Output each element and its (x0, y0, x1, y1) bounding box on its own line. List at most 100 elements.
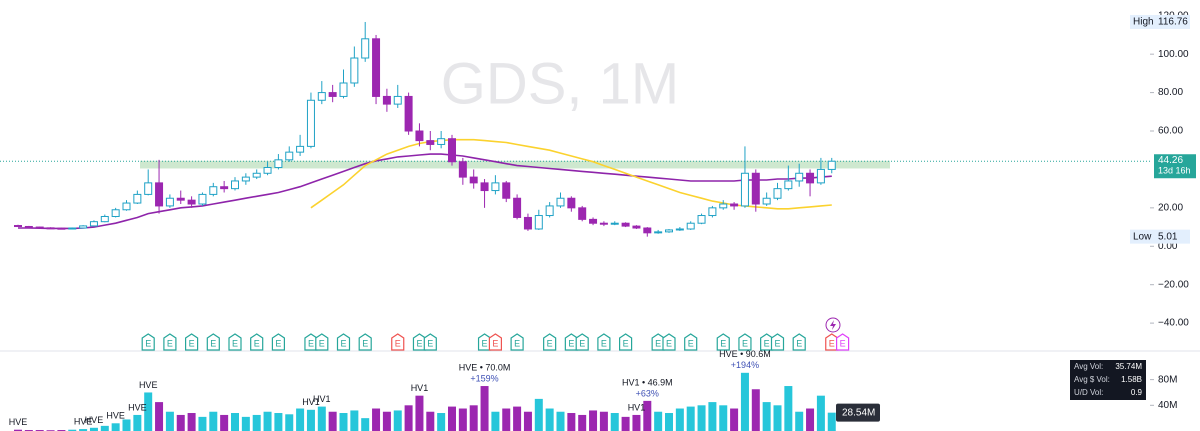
volume-bar (469, 405, 478, 431)
high-label-box (1130, 14, 1190, 29)
volume-bar (719, 405, 728, 431)
last-volume-box (836, 403, 880, 422)
candle-body (784, 180, 793, 190)
earnings-label: E (568, 338, 574, 348)
earnings-badge (662, 333, 676, 351)
stats-value: 1.58B (1121, 375, 1142, 384)
volume-annotation: HV1 (411, 383, 429, 393)
volume-bar (122, 419, 131, 431)
candle-body (198, 193, 207, 205)
candle-body (404, 95, 413, 132)
volume-bar (567, 413, 576, 431)
earnings-label: E (547, 338, 553, 348)
earnings-label: E (167, 338, 173, 348)
volume-bar (89, 427, 98, 431)
volume-bar (773, 405, 782, 431)
candle-body (35, 226, 44, 229)
candle-body (719, 203, 728, 209)
volume-bar (827, 412, 836, 431)
earnings-badge (510, 333, 524, 351)
earnings-badge (250, 333, 264, 351)
volume-annotation: HVE (139, 380, 158, 390)
volume-bar (404, 405, 413, 431)
earnings-label: E (395, 338, 401, 348)
earnings-badge (228, 333, 242, 351)
earnings-badge (836, 333, 850, 351)
volume-bar (155, 402, 164, 431)
earnings-label: E (340, 338, 346, 348)
volume-annotation-change: +159% (470, 373, 498, 383)
candle-body (296, 145, 305, 153)
volume-bar (361, 418, 370, 431)
candle-body (621, 222, 630, 227)
volume-bar (523, 411, 532, 431)
volume-bar (654, 411, 663, 431)
candle-body (155, 182, 164, 207)
candle-body (220, 186, 229, 190)
candle-body (762, 197, 771, 205)
volume-bar (762, 402, 771, 431)
stats-value: 0.9 (1131, 388, 1143, 397)
earnings-badge (619, 333, 633, 351)
earnings-label: E (482, 338, 488, 348)
candle-body (795, 172, 804, 182)
volume-annotation-change: +194% (731, 360, 759, 370)
volume-bar (730, 408, 739, 431)
candle-body (122, 202, 131, 211)
volume-bar (675, 408, 684, 431)
candle-body (111, 209, 120, 217)
volume-bar (100, 425, 109, 431)
volume-annotation: HVE • 70.0M (459, 362, 511, 372)
earnings-badge (488, 333, 502, 351)
volume-bar (285, 414, 294, 431)
candle-body (827, 160, 836, 170)
low-label-value: 5.01 (1158, 231, 1178, 242)
volume-bar (415, 395, 424, 431)
volume-bar (165, 411, 174, 431)
earnings-label: E (492, 338, 498, 348)
earnings-badge (163, 333, 177, 351)
earnings-label: E (774, 338, 780, 348)
volume-annotation: HVE (74, 416, 93, 426)
lightning-icon (825, 317, 841, 333)
earnings-badge (684, 333, 698, 351)
last-volume-label: 28.54M (842, 407, 875, 418)
volume-bar (306, 409, 315, 431)
volume-bar (393, 410, 402, 431)
candle-body (458, 161, 467, 178)
earnings-label: E (254, 338, 260, 348)
y-tick-label: 80.00 (1158, 87, 1183, 98)
y-tick-label: 60.00 (1158, 126, 1183, 137)
candle-body (46, 227, 55, 230)
high-label-text: High (1133, 17, 1154, 28)
last-price-value: 44.26 (1158, 155, 1183, 166)
volume-bar (740, 372, 749, 431)
candle-body (632, 225, 641, 229)
candle-body (252, 172, 261, 178)
volume-bar (111, 423, 120, 431)
volume-annotation: HVE (128, 402, 147, 412)
volume-bar (209, 411, 218, 431)
y-tick-label: −20.00 (1158, 279, 1189, 290)
volume-bar (556, 411, 565, 431)
candle-body (339, 82, 348, 97)
candle-body (372, 38, 381, 97)
last-price-box (1154, 154, 1196, 179)
volume-bar (480, 386, 489, 431)
volume-bar (437, 413, 446, 431)
volume-bar (697, 405, 706, 431)
earnings-label: E (688, 338, 694, 348)
volume-bar (534, 398, 543, 431)
volume-bar (665, 413, 673, 431)
candle-body (730, 203, 739, 207)
candle-body (79, 225, 88, 229)
volume-bar (491, 411, 500, 431)
earnings-label: E (514, 338, 520, 348)
low-label-box (1130, 229, 1190, 244)
candle-body (523, 216, 532, 230)
volume-bar (643, 400, 652, 431)
candle-body (415, 130, 424, 142)
volume-bar (610, 413, 619, 431)
